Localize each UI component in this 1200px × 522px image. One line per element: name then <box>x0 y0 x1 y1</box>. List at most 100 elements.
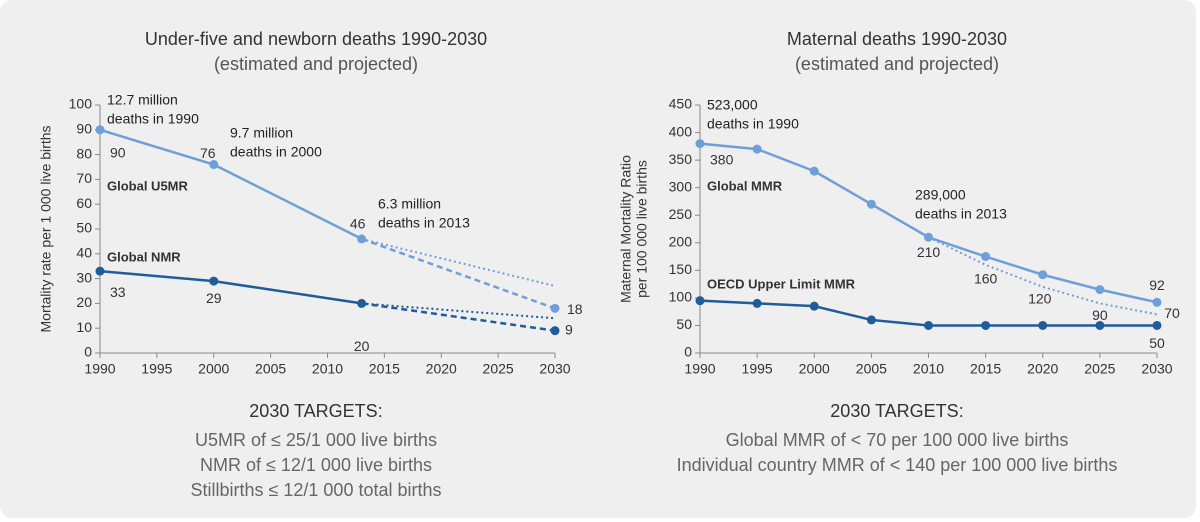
point <box>981 252 991 262</box>
annotation: 523,000 <box>707 97 758 113</box>
x-tick-label: 2010 <box>913 361 944 377</box>
x-tick-label: 2000 <box>198 361 229 377</box>
y-tick-label: 350 <box>669 151 693 167</box>
point <box>981 320 991 330</box>
chart-subtitle: (estimated and projected) <box>214 54 418 74</box>
x-tick-label: 1990 <box>84 361 115 377</box>
point <box>95 266 105 276</box>
target-line: Individual country MMR of < 140 per 100 … <box>677 455 1118 475</box>
y-tick-label: 20 <box>76 294 92 310</box>
y-axis-label: Maternal Mortality Ratio <box>618 155 634 303</box>
trend-label: 160 <box>974 271 998 287</box>
data-label: 33 <box>110 284 126 300</box>
x-tick-label: 2005 <box>856 361 887 377</box>
x-tick-label: 2010 <box>312 361 343 377</box>
y-axis-label: Mortality rate per 1 000 live births <box>38 126 54 333</box>
annotation: 6.3 million <box>378 196 441 212</box>
y-tick-label: 300 <box>669 178 693 194</box>
projected-line <box>361 302 556 332</box>
point <box>809 301 819 311</box>
y-tick-label: 90 <box>76 121 92 137</box>
point <box>752 298 762 308</box>
point <box>866 199 876 209</box>
series-name: Global MMR <box>707 178 783 193</box>
series-name: OECD Upper Limit MMR <box>707 276 856 291</box>
chart-title: Maternal deaths 1990-2030 <box>787 29 1007 49</box>
point <box>95 125 105 135</box>
annotation: deaths in 2013 <box>915 206 1007 222</box>
series-name: Global NMR <box>107 249 181 264</box>
x-tick-label: 1995 <box>141 361 172 377</box>
point <box>1038 320 1048 330</box>
annotation: deaths in 1990 <box>707 116 799 132</box>
target-line: U5MR of ≤ 25/1 000 live births <box>195 430 437 450</box>
point <box>357 234 367 244</box>
x-tick-label: 2020 <box>1027 361 1058 377</box>
y-tick-label: 50 <box>676 316 692 332</box>
chart-title: Under-five and newborn deaths 1990-2030 <box>145 29 487 49</box>
point <box>809 166 819 176</box>
x-tick-label: 1995 <box>742 361 773 377</box>
y-tick-label: 200 <box>669 233 693 249</box>
y-tick-label: 250 <box>669 206 693 222</box>
y-tick-label: 50 <box>76 220 92 236</box>
point <box>924 232 933 242</box>
point <box>357 298 367 308</box>
y-tick-label: 30 <box>76 269 92 285</box>
annotation: deaths in 1990 <box>107 111 199 127</box>
trend-line <box>361 237 556 288</box>
target-line: Stillbirths ≤ 12/1 000 total births <box>190 480 441 500</box>
annotation: deaths in 2000 <box>230 144 322 160</box>
y-axis-label: per 100 000 live births <box>634 160 650 298</box>
x-tick-label: 2025 <box>1084 361 1115 377</box>
point <box>209 160 219 170</box>
point <box>695 139 705 149</box>
y-tick-label: 400 <box>669 123 693 139</box>
data-label: 9 <box>565 321 573 337</box>
y-tick-label: 40 <box>76 245 92 261</box>
y-tick-label: 0 <box>84 344 92 360</box>
data-label: 210 <box>917 244 941 260</box>
data-label: 90 <box>110 145 126 161</box>
x-tick-label: 2030 <box>539 361 570 377</box>
y-tick-label: 10 <box>76 319 92 335</box>
x-tick-label: 2030 <box>1141 361 1172 377</box>
point <box>550 303 560 313</box>
y-tick-label: 0 <box>684 344 692 360</box>
y-tick-label: 450 <box>669 96 693 112</box>
x-tick-label: 2015 <box>369 361 400 377</box>
target-line: NMR of ≤ 12/1 000 live births <box>200 455 432 475</box>
y-tick-label: 60 <box>76 195 92 211</box>
trend-label: 120 <box>1028 291 1052 307</box>
data-label: 92 <box>1149 277 1165 293</box>
y-tick-label: 80 <box>76 145 92 161</box>
annotation: 9.7 million <box>230 125 293 141</box>
y-tick-label: 100 <box>669 289 693 305</box>
data-label: 380 <box>710 151 734 167</box>
data-label: 29 <box>206 290 222 306</box>
trend-label: 90 <box>1092 307 1108 323</box>
point <box>550 326 560 336</box>
data-label: 18 <box>567 301 583 317</box>
annotation: deaths in 2013 <box>378 215 470 231</box>
y-tick-label: 70 <box>76 170 92 186</box>
target-line: Global MMR of < 70 per 100 000 live birt… <box>726 430 1069 450</box>
point <box>209 276 219 286</box>
projected-line <box>361 237 556 310</box>
annotation: 289,000 <box>915 187 966 203</box>
y-tick-label: 100 <box>69 96 93 112</box>
point <box>1152 320 1162 330</box>
targets-heading: 2030 TARGETS: <box>249 401 382 421</box>
targets-heading: 2030 TARGETS: <box>830 401 963 421</box>
point <box>1152 297 1162 307</box>
annotation: 12.7 million <box>107 92 178 108</box>
point <box>695 296 705 306</box>
point <box>1095 285 1105 295</box>
trend-label: 70 <box>1164 305 1180 321</box>
data-label: 46 <box>350 216 366 232</box>
point <box>752 144 762 154</box>
x-tick-label: 2000 <box>799 361 830 377</box>
y-tick-label: 150 <box>669 261 693 277</box>
